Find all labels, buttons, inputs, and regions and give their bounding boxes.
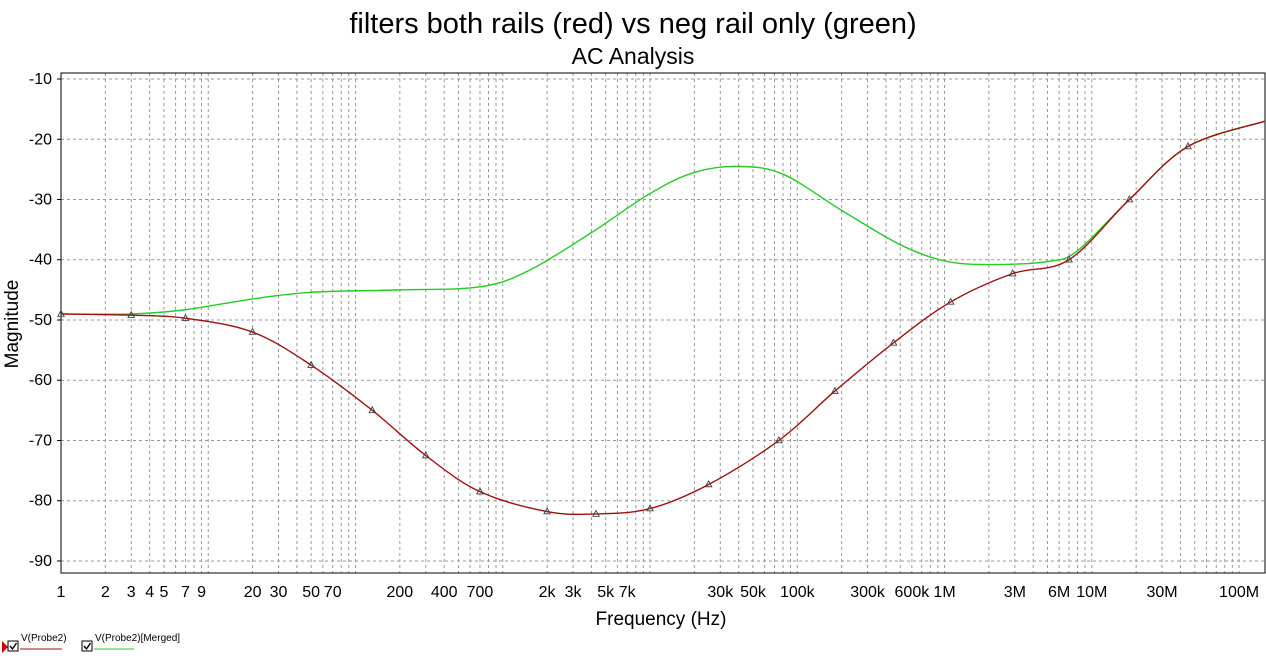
y-axis-label: Magnitude: [2, 280, 23, 369]
y-tick-label: -80: [29, 493, 52, 510]
x-tick-label: 300k: [850, 584, 886, 601]
series-line-2: [60, 120, 1266, 315]
x-tick-label: 2k: [539, 584, 557, 601]
data-marker: [1008, 269, 1017, 277]
x-tick-labels: 1 2 3 4 5 7 9 20 30 50 70 200 400 700 2k 3k 5k 7k 30k 50k 10…: [57, 584, 1260, 601]
x-tick-label: 30M: [1147, 584, 1178, 601]
x-tick-label: 20: [244, 584, 262, 601]
grid: [61, 73, 1265, 573]
data-marker: [248, 327, 257, 335]
legend: V(Probe2) V(Probe2)[Merged]: [2, 633, 180, 653]
data-marker: [774, 436, 783, 444]
x-tick-label: 7: [181, 584, 190, 601]
plot-frame: [60, 72, 1266, 574]
x-tick-label: 600k: [895, 584, 931, 601]
checkmark-icon: [83, 642, 92, 651]
y-tick-label: -30: [29, 192, 52, 209]
y-tick-label: -70: [29, 432, 52, 449]
x-tick-label: 1M: [933, 584, 955, 601]
series-line-1: [60, 120, 1266, 516]
x-tick-label: 400: [431, 584, 458, 601]
x-tick-label: 6M: [1048, 584, 1070, 601]
y-tick-label: -40: [29, 252, 52, 269]
x-tick-label: 3k: [565, 584, 583, 601]
checkmark-icon: [9, 642, 18, 651]
x-tick-label: 10M: [1076, 584, 1107, 601]
data-marker: [57, 309, 65, 317]
data-marker: [1065, 255, 1073, 263]
x-tick-label: 4: [145, 584, 154, 601]
y-tick-label: -10: [29, 71, 52, 88]
data-marker: [421, 451, 430, 459]
legend-label-2: V(Probe2)[Merged]: [95, 633, 180, 644]
x-tick-label: 200: [386, 584, 413, 601]
data-marker: [946, 297, 955, 305]
x-tick-label: 9: [197, 584, 206, 601]
data-marker: [1125, 195, 1134, 203]
chart-title: filters both rails (red) vs neg rail onl…: [349, 8, 916, 40]
cursor-marker-icon: [2, 641, 8, 653]
x-tick-label: 30k: [707, 584, 734, 601]
x-tick-label: 50: [302, 584, 320, 601]
plot-area: [57, 120, 1266, 517]
x-tick-label: 100M: [1219, 584, 1259, 601]
data-marker: [127, 310, 136, 318]
y-tick-labels: -10 -20 -30 -40 -50 -60 -70 -80 -90: [29, 71, 61, 570]
data-marker: [704, 480, 713, 488]
x-tick-label: 1: [57, 584, 66, 601]
chart-subtitle: AC Analysis: [572, 43, 695, 69]
data-marker: [368, 405, 377, 414]
x-tick-label: 700: [467, 584, 494, 601]
x-axis-label: Frequency (Hz): [596, 609, 727, 630]
x-tick-label: 5k: [597, 584, 615, 601]
y-tick-label: -20: [29, 131, 52, 148]
legend-label-1: V(Probe2): [21, 633, 67, 644]
data-marker: [830, 386, 839, 394]
x-tick-label: 70: [324, 584, 342, 601]
y-tick-label: -90: [29, 553, 52, 570]
data-marker: [889, 338, 898, 346]
data-marker: [543, 507, 552, 515]
legend-checkbox-2[interactable]: [81, 640, 93, 652]
y-tick-label: -50: [29, 312, 52, 329]
data-marker: [646, 504, 654, 512]
x-tick-label: 100k: [780, 584, 816, 601]
x-tick-label: 30: [270, 584, 288, 601]
data-marker: [592, 509, 601, 517]
data-marker: [307, 360, 316, 368]
data-marker: [476, 487, 484, 495]
x-tick-label: 2: [101, 584, 110, 601]
x-tick-label: 7k: [619, 584, 637, 601]
x-tick-label: 3M: [1004, 584, 1026, 601]
x-tick-label: 5: [159, 584, 168, 601]
y-tick-label: -60: [29, 372, 52, 389]
x-tick-label: 50k: [740, 584, 767, 601]
legend-checkbox-1[interactable]: [7, 640, 19, 652]
data-marker: [1184, 142, 1192, 150]
data-marker: [181, 313, 190, 321]
x-tick-label: 3: [127, 584, 136, 601]
